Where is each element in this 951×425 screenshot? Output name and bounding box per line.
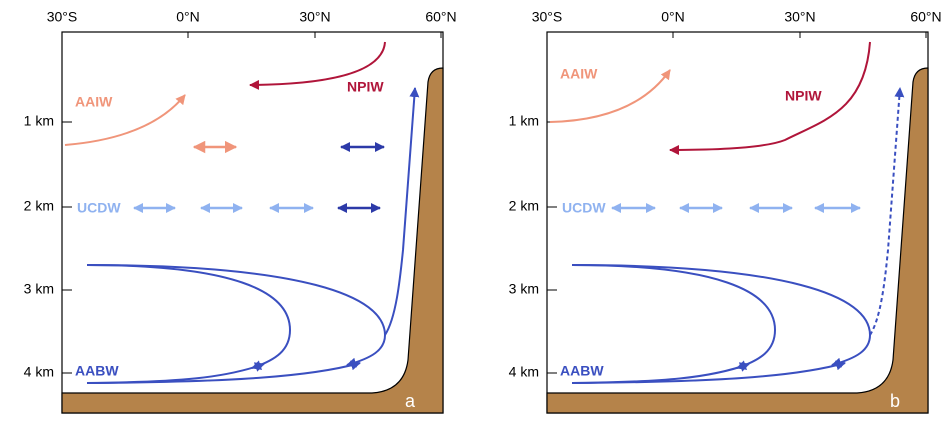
ucdw-label: UCDW bbox=[77, 200, 121, 216]
aabw-label: AABW bbox=[75, 363, 119, 379]
y-tick-label: 1 km bbox=[509, 113, 539, 129]
npiw-label: NPIW bbox=[347, 79, 384, 95]
flow-arrow bbox=[86, 264, 292, 370]
flow-arrow bbox=[571, 264, 872, 368]
y-tick-label: 4 km bbox=[24, 364, 54, 380]
x-tick-label: 30°N bbox=[784, 9, 815, 25]
y-tick-label: 3 km bbox=[24, 281, 54, 297]
aaiw-label: AAIW bbox=[560, 66, 598, 82]
frame bbox=[546, 31, 929, 414]
land bbox=[61, 67, 444, 414]
flow-arrow bbox=[86, 264, 387, 368]
flow-arrow bbox=[249, 41, 386, 90]
land bbox=[546, 67, 929, 414]
aaiw-label: AAIW bbox=[75, 94, 113, 110]
x-tick-label: 30°S bbox=[47, 9, 78, 25]
frame bbox=[61, 31, 444, 414]
flow-arrow bbox=[869, 87, 905, 336]
flow-arrow bbox=[64, 94, 186, 146]
flow-arrow bbox=[384, 87, 420, 336]
flow-arrow bbox=[549, 69, 671, 123]
y-tick-label: 2 km bbox=[24, 198, 54, 214]
panel-label: b bbox=[890, 391, 900, 411]
npiw-label: NPIW bbox=[785, 88, 822, 104]
y-tick-label: 4 km bbox=[509, 364, 539, 380]
aabw-label: AABW bbox=[560, 363, 604, 379]
panel: 30°S 0°N 30°N 60°N 1 km 2 km 3 km 4 km AAIW NPIW U… bbox=[509, 9, 942, 414]
y-tick-label: 1 km bbox=[24, 113, 54, 129]
x-tick-label: 30°S bbox=[532, 9, 563, 25]
y-tick-label: 2 km bbox=[509, 198, 539, 214]
x-tick-label: 0°N bbox=[661, 9, 685, 25]
flow-arrow bbox=[571, 360, 846, 384]
panel-label: a bbox=[405, 391, 416, 411]
x-tick-label: 60°N bbox=[910, 9, 941, 25]
panel: 30°S 0°N 30°N 60°N 1 km 2 km 3 km 4 km AAIW NPIW U… bbox=[24, 9, 457, 414]
flow-arrow bbox=[86, 360, 361, 384]
flow-arrow bbox=[571, 264, 777, 370]
x-tick-label: 60°N bbox=[425, 9, 456, 25]
y-tick-label: 3 km bbox=[509, 281, 539, 297]
flow-arrow bbox=[669, 41, 871, 155]
x-tick-label: 30°N bbox=[299, 9, 330, 25]
x-tick-label: 0°N bbox=[176, 9, 200, 25]
ucdw-label: UCDW bbox=[562, 200, 606, 216]
